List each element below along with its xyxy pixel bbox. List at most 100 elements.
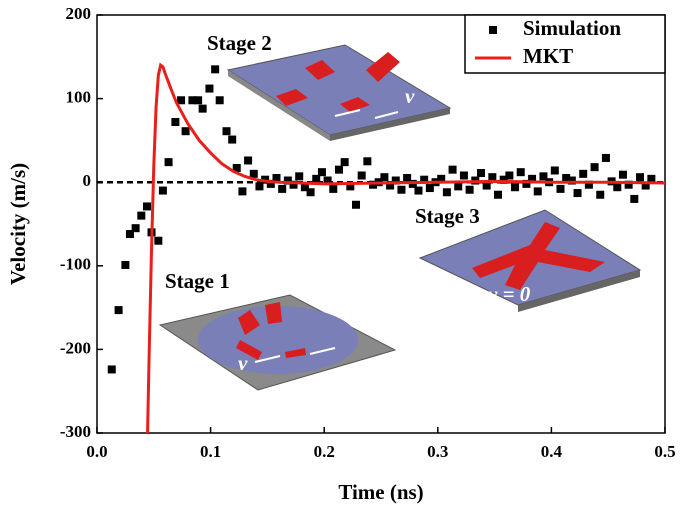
data-point [323,176,332,185]
data-point [425,184,434,193]
data-point [522,179,531,188]
x-tick-label: 0.0 [86,442,107,461]
droplet [305,60,335,80]
data-point [414,186,423,195]
droplet [472,222,605,290]
data-point [494,190,503,199]
data-point [181,127,190,136]
y-tick-label: 200 [66,4,92,23]
data-point [238,187,247,196]
data-point [244,156,253,165]
plot-frame [96,14,666,434]
droplet [366,52,400,82]
data-point [255,182,264,191]
annotation: ν [238,351,248,375]
data-point [137,211,146,220]
data-point [334,165,343,174]
data-point [211,65,220,74]
arrow [254,355,281,363]
droplet [238,310,260,335]
data-point [164,158,173,167]
data-point [228,135,237,144]
droplet [236,340,262,360]
data-point [198,104,207,113]
y-tick-label: -200 [60,338,91,357]
data-point [171,118,180,127]
data-point [154,236,163,245]
x-tick-label: 0.1 [200,442,221,461]
data-point [465,185,474,194]
plate [226,44,452,136]
data-point [539,172,548,181]
data-point [596,190,605,199]
legend-label: Simulation [523,16,621,40]
data-point [283,176,292,185]
data-point [232,163,241,172]
data-point [142,202,151,211]
y-axis-title: Velocity (m/s) [6,163,30,285]
data-point [125,230,134,239]
data-point [312,174,321,183]
data-point [329,184,338,193]
droplet [340,97,370,112]
data-point [352,200,361,209]
data-point [505,171,514,180]
data-point [107,365,116,374]
data-point [641,181,650,190]
data-point [442,188,451,197]
data-point [573,189,582,198]
droplet [276,89,308,106]
data-point [380,173,389,182]
data-point [397,185,406,194]
data-point [488,173,497,182]
droplet [285,348,306,358]
y-tick-label: -100 [60,255,91,274]
x-tick-label: 0.4 [541,442,563,461]
annotation: Stage 2 [207,31,272,55]
arrow [374,111,399,119]
data-point [266,179,275,188]
data-point [278,184,287,193]
data-point [194,96,203,105]
data-point [340,158,349,167]
data-point [624,180,633,189]
plate-edge [518,270,640,312]
data-point [249,169,258,178]
data-point [448,165,457,174]
data-point [300,183,309,192]
data-point [306,188,315,197]
x-axis-title: Time (ns) [338,480,423,504]
data-point [131,224,140,233]
stage-1-inset [158,294,397,391]
droplet [265,302,282,324]
data-point [114,306,123,315]
film [198,306,358,374]
data-point [579,169,588,178]
line [146,62,665,433]
data-point [499,175,508,184]
data-point [636,173,645,182]
data-point [618,170,627,179]
data-point [437,174,446,183]
data-point [386,181,395,190]
data-point [550,166,559,175]
data-point [158,186,167,195]
plot-area [97,62,665,433]
x-tick-label: 0.3 [427,442,448,461]
annotation: ν = 0 [488,282,531,306]
data-point [222,127,231,136]
data-point [420,175,429,184]
x-tick-label: 0.2 [314,442,335,461]
arrow [334,109,361,117]
data-point [613,183,622,192]
x-tick-label: 0.5 [654,442,675,461]
data-point [528,174,537,183]
data-point [403,174,412,183]
data-point [454,182,463,191]
data-point [272,174,281,183]
data-point [516,168,525,177]
data-point [295,172,304,181]
data-point [562,174,571,183]
y-tick-label: 0 [83,171,92,190]
